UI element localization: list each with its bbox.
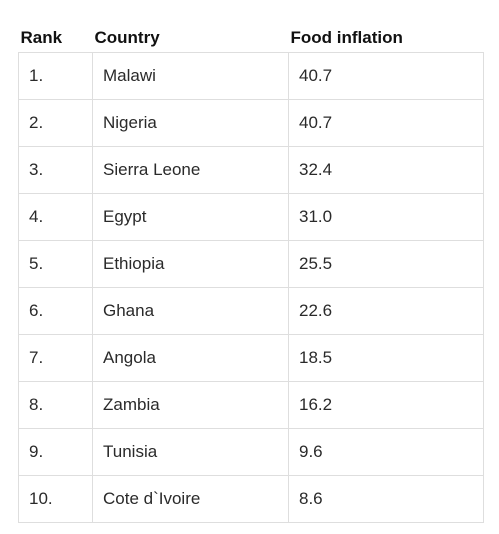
header-row: Rank Country Food inflation bbox=[19, 18, 484, 53]
cell-rank: 5. bbox=[18, 240, 93, 288]
table-row: 2. Nigeria 40.7 bbox=[18, 99, 484, 147]
table-row: 6. Ghana 22.6 bbox=[18, 287, 484, 335]
table-row: 7. Angola 18.5 bbox=[18, 334, 484, 382]
table-body: 1. Malawi 40.7 2. Nigeria 40.7 3. Sierra Leone 3… bbox=[18, 52, 484, 523]
cell-country: Angola bbox=[92, 334, 289, 382]
column-header-label: Rank bbox=[20, 28, 63, 47]
cell-country: Ghana bbox=[92, 287, 289, 335]
table-row: 10. Cote d`Ivoire 8.6 bbox=[18, 475, 484, 523]
column-header-food-inflation: Food inflation bbox=[289, 18, 484, 53]
table-header: Rank Country Food inflation bbox=[19, 18, 484, 53]
cell-rank: 10. bbox=[18, 475, 93, 523]
cell-country: Nigeria bbox=[92, 99, 289, 147]
cell-food: 16.2 bbox=[288, 381, 484, 429]
column-header-label: Country bbox=[94, 28, 160, 47]
cell-rank: 4. bbox=[18, 193, 93, 241]
cell-country: Tunisia bbox=[92, 428, 289, 476]
cell-food: 8.6 bbox=[288, 475, 484, 523]
cell-rank: 7. bbox=[18, 334, 93, 382]
cell-rank: 3. bbox=[18, 146, 93, 194]
table-row: 1. Malawi 40.7 bbox=[18, 52, 484, 100]
cell-country: Ethiopia bbox=[92, 240, 289, 288]
table-row: 5. Ethiopia 25.5 bbox=[18, 240, 484, 288]
cell-food: 22.6 bbox=[288, 287, 484, 335]
food-inflation-table-container: Rank Country Food inflation 1. Malawi 40.7… bbox=[18, 18, 484, 523]
cell-rank: 9. bbox=[18, 428, 93, 476]
food-inflation-table: Rank Country Food inflation 1. Malawi 40.7… bbox=[18, 18, 484, 523]
cell-country: Zambia bbox=[92, 381, 289, 429]
cell-rank: 8. bbox=[18, 381, 93, 429]
cell-country: Cote d`Ivoire bbox=[92, 475, 289, 523]
cell-rank: 6. bbox=[18, 287, 93, 335]
cell-food: 31.0 bbox=[288, 193, 484, 241]
column-header-rank: Rank bbox=[19, 18, 93, 53]
column-header-label: Food inflation bbox=[290, 28, 403, 47]
cell-food: 40.7 bbox=[288, 52, 484, 100]
cell-country: Malawi bbox=[92, 52, 289, 100]
column-header-country: Country bbox=[93, 18, 289, 53]
cell-food: 32.4 bbox=[288, 146, 484, 194]
cell-country: Egypt bbox=[92, 193, 289, 241]
cell-food: 25.5 bbox=[288, 240, 484, 288]
table-row: 9. Tunisia 9.6 bbox=[18, 428, 484, 476]
cell-country: Sierra Leone bbox=[92, 146, 289, 194]
table-row: 8. Zambia 16.2 bbox=[18, 381, 484, 429]
table-row: 4. Egypt 31.0 bbox=[18, 193, 484, 241]
cell-rank: 1. bbox=[18, 52, 93, 100]
cell-food: 9.6 bbox=[288, 428, 484, 476]
cell-rank: 2. bbox=[18, 99, 93, 147]
cell-food: 18.5 bbox=[288, 334, 484, 382]
table-row: 3. Sierra Leone 32.4 bbox=[18, 146, 484, 194]
cell-food: 40.7 bbox=[288, 99, 484, 147]
